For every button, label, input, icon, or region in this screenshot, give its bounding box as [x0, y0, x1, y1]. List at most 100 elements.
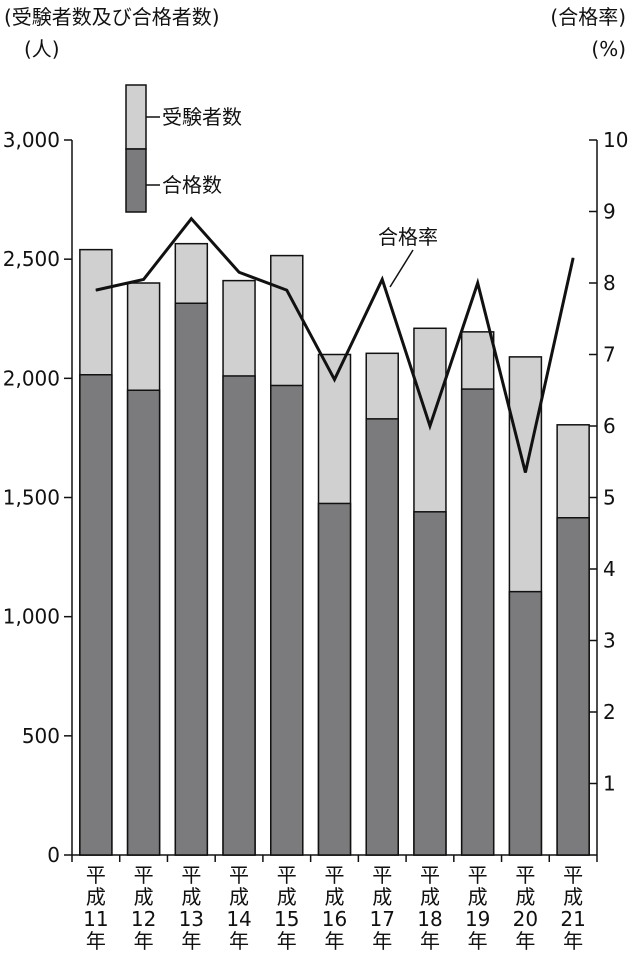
rate-point	[524, 471, 526, 473]
left-axis: 0 500 1,000 1,500 2,000 2,500 3,000	[3, 128, 598, 867]
left-tick-label: 0	[47, 843, 60, 867]
bar-passed	[317, 502, 352, 856]
rate-line-layer	[95, 216, 575, 473]
category-label: 成	[468, 885, 488, 909]
legend: 受験者数 合格数	[125, 84, 242, 213]
right-axis-unit: (%)	[591, 37, 626, 61]
category-label: 平	[181, 863, 201, 887]
category-label: 12	[131, 907, 156, 931]
category-label: 平	[325, 863, 345, 887]
right-tick-label: 7	[603, 343, 616, 367]
right-axis-title: (合格率)	[550, 5, 626, 29]
category-label: 平	[229, 863, 249, 887]
category-label: 年	[181, 929, 201, 953]
rate-point	[334, 379, 335, 381]
left-axis-unit: (人)	[24, 37, 60, 61]
category-label: 成	[134, 885, 154, 909]
bar-passed	[365, 418, 399, 856]
bar-passed	[413, 511, 447, 856]
rate-point	[238, 271, 240, 273]
right-tick-label: 3	[603, 629, 616, 653]
category-label: 成	[277, 885, 297, 909]
rate-line-label: 合格率	[378, 225, 438, 249]
category-label: 年	[515, 929, 535, 953]
category-label: 平	[468, 863, 488, 887]
right-axis: 1 2 3 4 5 6 7 8 9 10	[589, 128, 628, 855]
rate-point	[429, 425, 431, 427]
category-label: 14	[226, 907, 251, 931]
bar-passed	[508, 590, 543, 856]
category-label: 年	[420, 929, 440, 953]
category-label: 成	[563, 885, 583, 909]
right-tick-label: 10	[603, 128, 628, 152]
left-tick-label: 3,000	[3, 128, 60, 152]
legend-swatch-passed	[125, 148, 147, 213]
bar-passed	[79, 374, 113, 856]
category-label: 18	[417, 907, 442, 931]
left-axis-title: (受験者数及び合格者数)	[4, 5, 220, 29]
category-label: 成	[86, 885, 106, 909]
category-labels: 平成11年平成12年平成13年平成14年平成15年平成16年平成17年平成18年…	[83, 863, 586, 953]
legend-label-passed: 合格数	[162, 173, 222, 197]
category-label: 平	[515, 863, 535, 887]
category-label: 成	[229, 885, 249, 909]
bar-passed	[460, 388, 495, 856]
category-label: 成	[181, 885, 201, 909]
category-label: 年	[277, 929, 297, 953]
legend-label-examinees: 受験者数	[162, 105, 242, 129]
category-label: 年	[325, 929, 345, 953]
bar-passed	[556, 517, 590, 856]
left-tick-label: 1,000	[3, 605, 60, 629]
category-label: 平	[372, 863, 392, 887]
category-label: 19	[465, 907, 490, 931]
rate-point	[286, 289, 288, 291]
right-tick-label: 8	[603, 271, 616, 295]
right-tick-label: 6	[603, 414, 616, 438]
category-label: 15	[274, 907, 299, 931]
category-label: 成	[420, 885, 440, 909]
category-label: 16	[322, 907, 347, 931]
bar-passed	[270, 384, 304, 856]
category-label: 平	[277, 863, 297, 887]
right-tick-label: 5	[603, 486, 616, 510]
category-label: 平	[134, 863, 154, 887]
category-label: 年	[134, 929, 154, 953]
category-label: 成	[372, 885, 392, 909]
category-label: 年	[563, 929, 583, 953]
category-label: 平	[86, 863, 106, 887]
right-tick-label: 2	[603, 700, 616, 724]
category-label: 11	[83, 907, 108, 931]
category-label: 年	[468, 929, 488, 953]
right-tick-label: 9	[603, 200, 616, 224]
category-label: 21	[560, 907, 585, 931]
bar-passed	[222, 375, 256, 856]
rate-label-leader	[389, 249, 414, 288]
bar-passed	[126, 389, 161, 856]
rate-point	[190, 218, 192, 220]
right-tick-label: 4	[603, 557, 616, 581]
category-label: 年	[86, 929, 106, 953]
left-tick-label: 2,500	[3, 247, 60, 271]
rate-point	[381, 278, 383, 280]
bar-passed	[174, 302, 209, 856]
rate-point	[477, 282, 479, 284]
left-tick-label: 1,500	[3, 486, 60, 510]
rate-point	[95, 289, 97, 291]
category-label: 17	[370, 907, 395, 931]
category-label: 成	[515, 885, 535, 909]
left-tick-label: 500	[22, 724, 60, 748]
category-label: 平	[420, 863, 440, 887]
rate-point	[572, 257, 574, 259]
category-label: 13	[179, 907, 204, 931]
category-label: 成	[325, 885, 345, 909]
category-label: 年	[372, 929, 392, 953]
right-tick-label: 1	[603, 772, 616, 796]
left-tick-label: 2,000	[3, 366, 60, 390]
category-label: 20	[513, 907, 538, 931]
rate-point	[143, 278, 145, 280]
category-label: 年	[229, 929, 249, 953]
legend-swatch-examinees	[125, 84, 147, 150]
bars-layer	[79, 242, 590, 856]
category-label: 平	[563, 863, 583, 887]
